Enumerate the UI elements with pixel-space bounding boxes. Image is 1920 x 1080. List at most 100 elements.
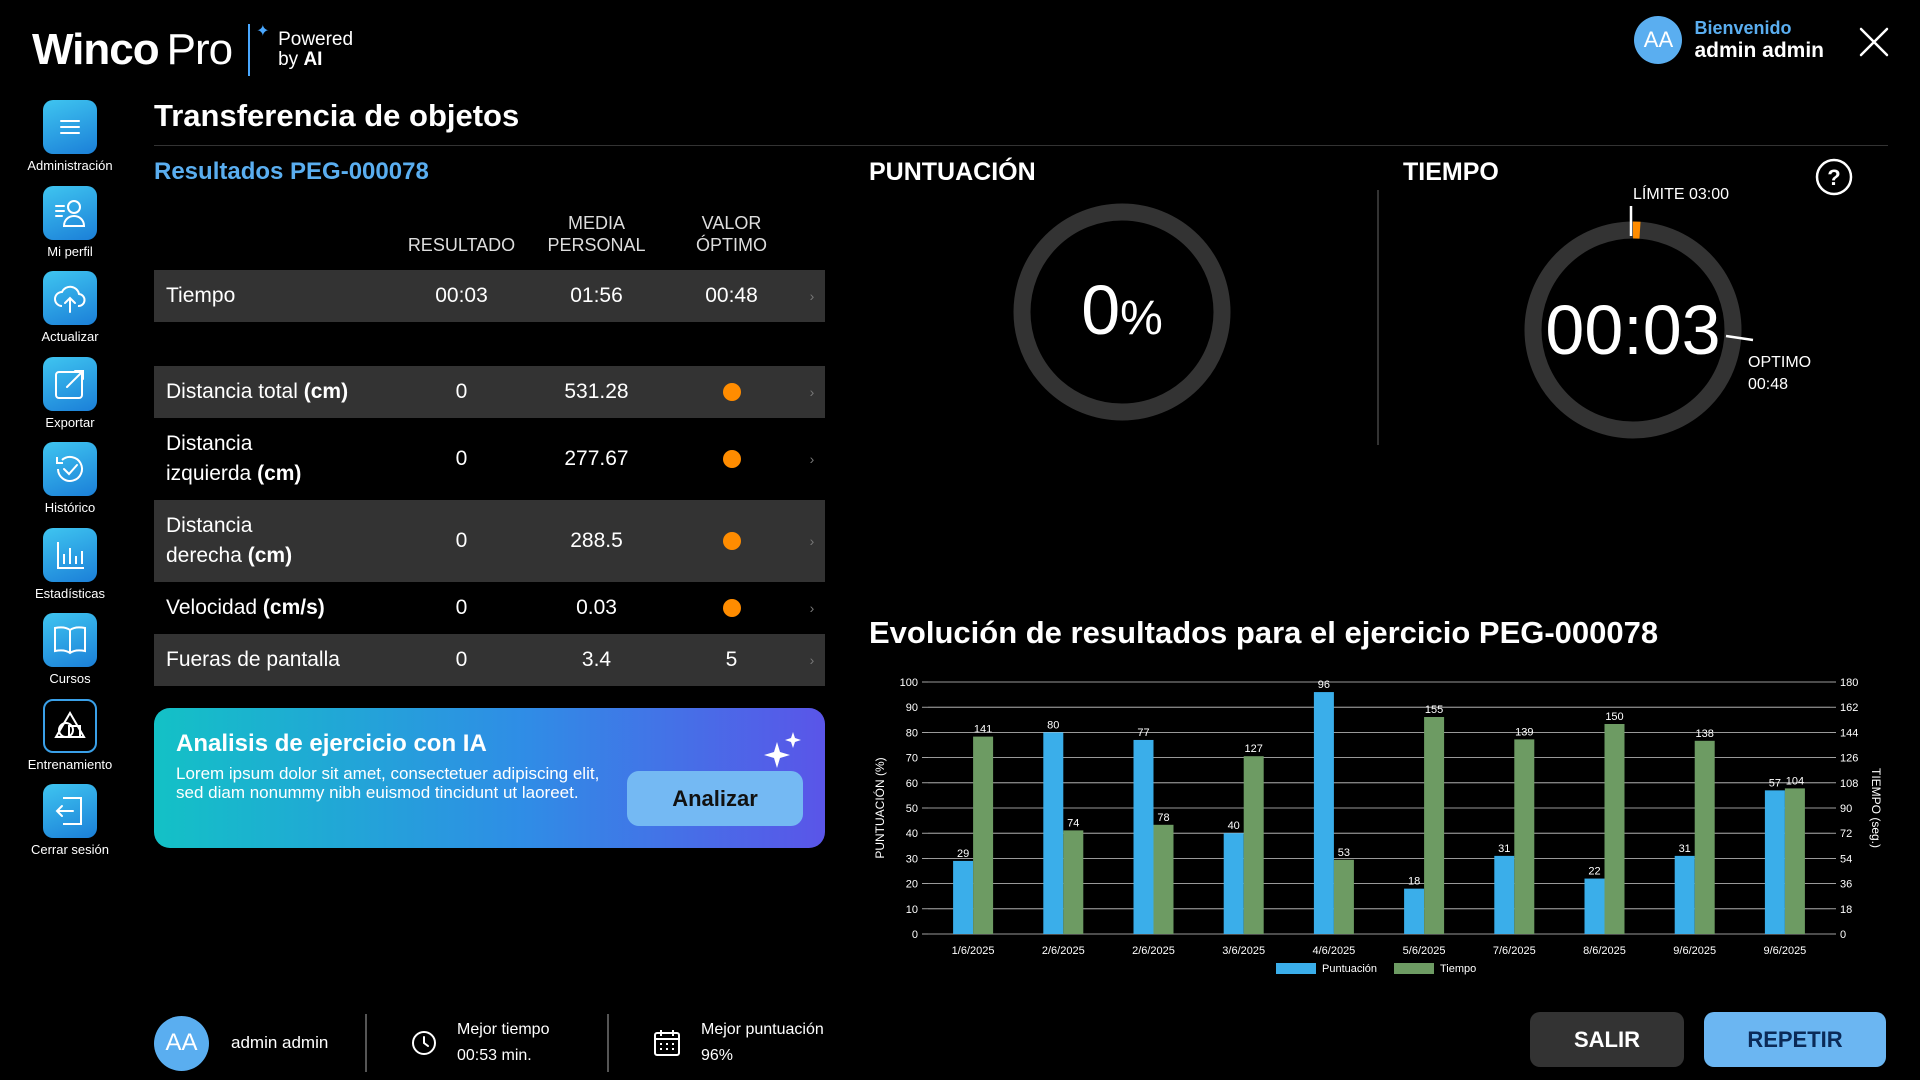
help-icon[interactable]: ? xyxy=(1815,158,1853,196)
bar-puntuacion xyxy=(1764,790,1785,934)
sidebar-item-cursos[interactable]: Cursos xyxy=(14,613,126,699)
sidebar-item-administracion[interactable]: Administración xyxy=(14,100,126,186)
bar-puntuacion xyxy=(953,860,974,934)
data-label-tiempo: 127 xyxy=(1245,743,1263,755)
row-label: Distancia total (cm) xyxy=(166,380,349,403)
chevron-right-icon[interactable]: › xyxy=(809,288,815,304)
sidebar-item-estadisticas[interactable]: Estadísticas xyxy=(14,527,126,614)
powered-by-ai: ✦ Powered by AI xyxy=(256,23,353,70)
repeat-button[interactable]: REPETIR xyxy=(1704,1012,1886,1067)
app-logo: Winco Pro ✦ Powered by AI xyxy=(32,23,353,76)
bar-tiempo xyxy=(1604,724,1625,934)
score-title: PUNTUACIÓN xyxy=(869,158,1036,186)
ai-card-title: Analisis de ejercicio con IA xyxy=(176,730,487,757)
bar-tiempo xyxy=(1153,824,1174,934)
row-optimo: 00:48 xyxy=(705,284,758,307)
best-time-value: 00:53 min. xyxy=(457,1047,532,1064)
chart-title: Evolución de resultados para el ejercici… xyxy=(869,615,1659,650)
bar-puntuacion xyxy=(1223,833,1244,934)
y-tick-label: 100 xyxy=(900,677,918,689)
table-row-distancia-derecha[interactable]: Distancia derecha (cm) 0 288.5 › xyxy=(154,500,825,582)
sidebar-item-historico[interactable]: Histórico xyxy=(14,442,126,528)
row-optimo: 5 xyxy=(725,648,738,671)
row-label: Velocidad (cm/s) xyxy=(166,596,325,619)
x-tick-label: 2/6/2025 xyxy=(1042,945,1085,957)
profile-icon xyxy=(43,185,97,240)
time-ring xyxy=(1524,206,1754,439)
col-resultado: RESULTADO xyxy=(407,235,516,255)
best-score: Mejor puntuación 96% xyxy=(653,1017,824,1069)
user-greeting: Bienvenido admin admin xyxy=(1694,18,1824,63)
bar-tiempo xyxy=(1784,788,1805,934)
bar-puntuacion xyxy=(1584,878,1605,934)
close-icon[interactable] xyxy=(1858,26,1890,58)
sidebar-item-label: Exportar xyxy=(45,414,95,430)
data-label-tiempo: 78 xyxy=(1157,812,1169,824)
row-optimo xyxy=(664,380,799,404)
sidebar-item-exportar[interactable]: Exportar xyxy=(14,356,126,443)
bar-puntuacion xyxy=(1313,692,1334,934)
y-tick-label: 30 xyxy=(906,853,918,865)
score-ring xyxy=(1013,203,1231,421)
footer-avatar: AA xyxy=(154,1015,209,1071)
chevron-right-icon[interactable]: › xyxy=(809,533,815,549)
table-row-velocidad[interactable]: Velocidad (cm/s) 0 0.03 › xyxy=(154,582,825,634)
results-table: RESULTADO MEDIA PERSONAL VALOR ÓPTIMO Tiem… xyxy=(154,208,825,686)
best-score-value: 96% xyxy=(701,1047,734,1064)
legend-swatch-puntuacion xyxy=(1276,963,1316,974)
training-icon xyxy=(43,698,97,753)
bar-tiempo xyxy=(1514,739,1535,934)
avatar[interactable]: AA xyxy=(1634,16,1683,64)
sparkle-icon: ✦ xyxy=(256,23,270,40)
bar-puntuacion xyxy=(1494,855,1515,934)
user-name: admin admin xyxy=(1694,38,1824,62)
chevron-right-icon[interactable]: › xyxy=(809,652,815,668)
x-tick-label: 7/6/2025 xyxy=(1493,945,1536,957)
user-menu[interactable]: AA Bienvenido admin admin xyxy=(1634,16,1824,64)
sidebar-item-mi-perfil[interactable]: Mi perfil xyxy=(14,185,126,272)
sidebar-item-label: Cerrar sesión xyxy=(30,842,110,857)
table-row-fueras-pantalla[interactable]: Fueras de pantalla 0 3.4 5 › xyxy=(154,634,825,686)
data-label-tiempo: 74 xyxy=(1067,817,1079,829)
y-tick-label: 50 xyxy=(906,803,918,815)
ai-analysis-card: Analisis de ejercicio con IA Lorem ipsum… xyxy=(154,708,825,848)
y-right-tick-label: 72 xyxy=(1840,828,1852,840)
row-resultado: 00:03 xyxy=(435,284,488,307)
y-right-axis-label: TIEMPO (seg.) xyxy=(1869,768,1883,848)
sidebar-item-label: Entrenamiento xyxy=(27,756,113,772)
bar-tiempo xyxy=(1063,830,1084,934)
bar-tiempo xyxy=(1424,717,1445,934)
by-ai-text: by AI xyxy=(278,49,323,70)
clock-icon xyxy=(412,1031,436,1055)
data-label-tiempo: 141 xyxy=(974,724,992,736)
bar-tiempo xyxy=(1243,756,1264,934)
table-row-tiempo[interactable]: Tiempo 00:03 01:56 00:48 › xyxy=(154,270,825,322)
results-title: Resultados PEG-000078 xyxy=(154,158,429,185)
sidebar-item-entrenamiento[interactable]: Entrenamiento xyxy=(14,698,126,785)
table-row-distancia-izquierda[interactable]: Distancia izquierda (cm) 0 277.67 › xyxy=(154,418,825,500)
sidebar-item-actualizar[interactable]: Actualizar xyxy=(14,271,126,357)
time-value: 00:03 xyxy=(1545,291,1721,369)
logo-divider xyxy=(248,24,251,76)
best-time-label: Mejor tiempo xyxy=(457,1021,550,1038)
x-tick-label: 2/6/2025 xyxy=(1132,945,1175,957)
footer-divider xyxy=(607,1014,609,1072)
bar-tiempo xyxy=(973,736,994,934)
y-right-tick-label: 108 xyxy=(1840,778,1858,790)
chevron-right-icon[interactable]: › xyxy=(809,600,815,616)
y-tick-label: 80 xyxy=(906,727,918,739)
status-dot xyxy=(722,383,741,402)
table-row-distancia-total[interactable]: Distancia total (cm) 0 531.28 › xyxy=(154,366,825,418)
x-tick-label: 3/6/2025 xyxy=(1222,945,1265,957)
analyze-button[interactable]: Analizar xyxy=(627,771,803,826)
col-valor-optimo: VALOR ÓPTIMO xyxy=(696,213,767,255)
bar-tiempo xyxy=(1333,859,1354,934)
chevron-right-icon[interactable]: › xyxy=(809,384,815,400)
footer-stats: AA admin admin Mejor tiempo 00:53 min. M… xyxy=(154,1014,824,1072)
section-divider xyxy=(1377,190,1379,445)
exit-button[interactable]: SALIR xyxy=(1530,1012,1684,1067)
sidebar-item-label: Administración xyxy=(27,158,113,173)
sidebar-item-cerrar-sesion[interactable]: Cerrar sesión xyxy=(14,784,126,870)
data-label-tiempo: 139 xyxy=(1515,726,1533,738)
chevron-right-icon[interactable]: › xyxy=(809,451,815,467)
